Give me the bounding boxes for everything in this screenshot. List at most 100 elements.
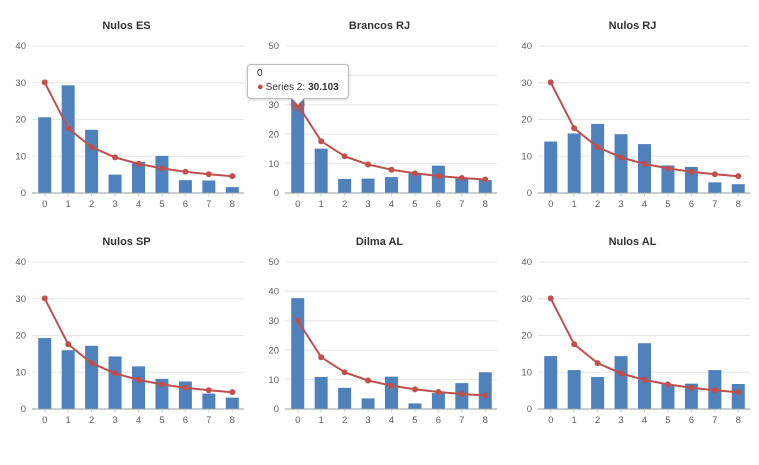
bar-0[interactable] <box>38 117 52 193</box>
line-point[interactable] <box>688 168 695 175</box>
bar-4[interactable] <box>132 161 145 193</box>
line-point[interactable] <box>411 386 418 393</box>
bar-0[interactable] <box>544 356 558 409</box>
line-point[interactable] <box>158 165 165 172</box>
line-point[interactable] <box>41 295 48 302</box>
bar-2[interactable] <box>338 178 352 193</box>
bar-3[interactable] <box>361 178 375 193</box>
bar-7[interactable] <box>202 393 216 409</box>
bar-2[interactable] <box>591 377 605 409</box>
bar-6[interactable] <box>684 166 698 193</box>
bar-3[interactable] <box>108 174 122 193</box>
line-point[interactable] <box>341 369 348 376</box>
line-point[interactable] <box>112 154 119 161</box>
bar-0[interactable] <box>291 93 305 193</box>
chart-canvas-dilma-al[interactable]: 0 10 20 30 40 50 0 1 2 3 4 5 6 7 8 <box>253 252 506 428</box>
bar-3[interactable] <box>108 356 122 409</box>
line-point[interactable] <box>435 172 442 179</box>
bar-8[interactable] <box>225 397 239 409</box>
line-point[interactable] <box>482 176 489 183</box>
line-point[interactable] <box>411 170 418 177</box>
line-point[interactable] <box>618 154 625 161</box>
line-point[interactable] <box>735 389 742 396</box>
bar-3[interactable] <box>614 356 628 409</box>
bar-1[interactable] <box>61 350 75 409</box>
line-point[interactable] <box>365 161 372 168</box>
bar-5[interactable] <box>155 155 169 193</box>
line-point[interactable] <box>482 392 489 399</box>
line-point[interactable] <box>618 370 625 377</box>
line-point[interactable] <box>711 171 718 178</box>
bar-2[interactable] <box>338 387 352 409</box>
line-point[interactable] <box>65 341 72 348</box>
bar-0[interactable] <box>38 338 52 409</box>
line-point[interactable] <box>664 165 671 172</box>
line-point[interactable] <box>547 295 554 302</box>
chart-canvas-nulos-al[interactable]: 0 10 20 30 40 0 1 2 3 4 5 6 7 8 <box>506 252 759 428</box>
line-point[interactable] <box>458 174 465 181</box>
line-point[interactable] <box>341 153 348 160</box>
bar-6[interactable] <box>684 383 698 409</box>
bar-4[interactable] <box>638 144 651 193</box>
bar-8[interactable] <box>225 187 239 193</box>
bar-7[interactable] <box>202 180 216 193</box>
line-point[interactable] <box>711 387 718 394</box>
bar-4[interactable] <box>638 343 651 409</box>
bar-7[interactable] <box>455 178 469 193</box>
bar-1[interactable] <box>567 370 581 409</box>
bar-1[interactable] <box>567 133 581 193</box>
bar-8[interactable] <box>478 372 492 409</box>
bar-2[interactable] <box>85 129 99 193</box>
line-point[interactable] <box>135 160 142 167</box>
line-point[interactable] <box>641 376 648 383</box>
line-point[interactable] <box>641 160 648 167</box>
bar-2[interactable] <box>85 345 99 409</box>
bar-8[interactable] <box>731 384 745 409</box>
line-point[interactable] <box>229 389 236 396</box>
line-point[interactable] <box>388 166 395 173</box>
line-point[interactable] <box>65 125 72 132</box>
bar-0[interactable] <box>544 141 558 193</box>
line-point[interactable] <box>135 376 142 383</box>
line-point[interactable] <box>435 388 442 395</box>
line-point[interactable] <box>365 377 372 384</box>
bar-5[interactable] <box>408 173 422 193</box>
line-point[interactable] <box>158 381 165 388</box>
bar-8[interactable] <box>731 184 745 193</box>
bar-2[interactable] <box>591 123 605 193</box>
bar-7[interactable] <box>708 182 722 193</box>
bar-4[interactable] <box>385 376 398 409</box>
bar-3[interactable] <box>361 398 375 409</box>
bar-6[interactable] <box>178 180 192 193</box>
line-point[interactable] <box>735 173 742 180</box>
line-point[interactable] <box>458 390 465 397</box>
bar-4[interactable] <box>385 177 398 193</box>
line-point[interactable] <box>318 354 325 361</box>
line-point[interactable] <box>594 360 601 367</box>
chart-canvas-nulos-es[interactable]: 0 10 20 30 40 0 1 2 3 4 5 6 7 8 <box>0 36 253 212</box>
bar-5[interactable] <box>661 384 675 409</box>
bar-5[interactable] <box>155 378 169 409</box>
bar-4[interactable] <box>132 366 145 409</box>
line-point[interactable] <box>112 370 119 377</box>
bar-6[interactable] <box>431 165 445 193</box>
line-point[interactable] <box>294 317 301 324</box>
line-point[interactable] <box>205 171 212 178</box>
bar-0[interactable] <box>291 298 305 409</box>
line-point[interactable] <box>182 384 189 391</box>
line-point[interactable] <box>182 168 189 175</box>
bar-1[interactable] <box>314 376 328 409</box>
line-point[interactable] <box>547 79 554 86</box>
bar-1[interactable] <box>314 148 328 193</box>
chart-canvas-nulos-rj[interactable]: 0 10 20 30 40 0 1 2 3 4 5 6 7 8 <box>506 36 759 212</box>
line-point[interactable] <box>664 381 671 388</box>
line-point[interactable] <box>205 387 212 394</box>
bar-5[interactable] <box>408 403 422 409</box>
bar-5[interactable] <box>661 165 675 193</box>
bar-1[interactable] <box>61 85 75 193</box>
bar-8[interactable] <box>478 180 492 193</box>
bar-6[interactable] <box>431 393 445 409</box>
line-point[interactable] <box>688 384 695 391</box>
bar-3[interactable] <box>614 134 628 193</box>
